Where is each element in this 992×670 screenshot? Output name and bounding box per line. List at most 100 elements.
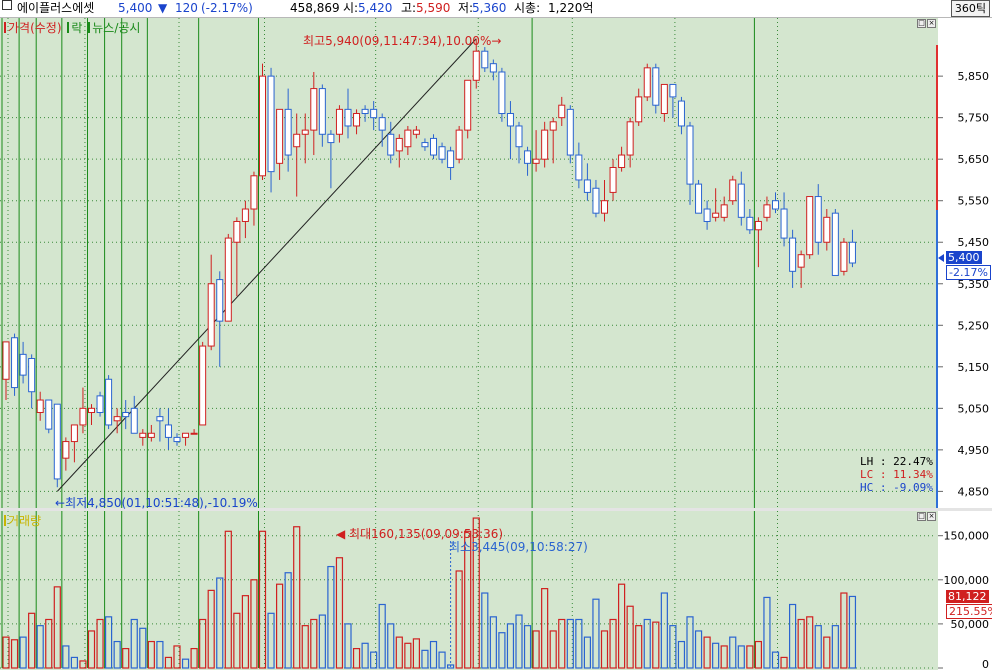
candle-body	[28, 358, 36, 393]
price-legend: 가격(수정) 락 뉴스/공시	[2, 19, 140, 36]
volume-legend: 거래량	[2, 512, 41, 529]
volume-bar	[293, 526, 301, 669]
arrow-right-icon: →	[491, 34, 502, 48]
candle-body	[712, 212, 720, 218]
candle-body	[447, 150, 455, 168]
volume-bar	[848, 595, 857, 669]
candle-body	[207, 283, 215, 347]
volume-bar	[173, 645, 181, 669]
volume-bar	[36, 625, 44, 669]
candle-body	[660, 83, 668, 115]
volume-bar	[746, 645, 754, 669]
candle-body	[669, 83, 677, 98]
panel-separator[interactable]	[0, 508, 992, 511]
volume-bar	[455, 570, 463, 669]
volume-ratio-tag: 215.55%	[946, 604, 992, 619]
price-tick-label: 5,250	[958, 319, 990, 332]
maximize-panel-icon[interactable]: □	[917, 512, 926, 521]
open-price: 5,420	[358, 1, 393, 15]
candle-body	[70, 424, 78, 443]
volume-tick-label: 50,000	[951, 618, 990, 631]
candle-body	[558, 104, 566, 119]
candle-body	[2, 341, 10, 380]
volume-bar	[677, 640, 686, 669]
legend-volume[interactable]: 거래량	[8, 514, 42, 528]
volume-bar	[412, 638, 420, 669]
volume-bar	[481, 592, 489, 669]
max-volume-text: 최대160,135(09,09:53:36)	[349, 527, 504, 541]
period-button[interactable]: 360틱	[950, 0, 990, 17]
volume-bar	[754, 640, 763, 669]
candle-body	[840, 241, 848, 272]
volume-bar	[652, 621, 660, 669]
legend-price[interactable]: 가격(수정)	[8, 21, 62, 35]
candle-body	[53, 403, 61, 480]
volume-bar	[763, 596, 771, 669]
volume-bar	[310, 618, 318, 669]
close-panel-icon[interactable]: ×	[927, 512, 936, 521]
candle-body	[652, 67, 660, 106]
volume-bar	[788, 603, 797, 669]
volume-bar	[181, 658, 190, 669]
volume-bar	[840, 592, 848, 669]
candle-body	[293, 133, 301, 148]
price-tick-label: 5,550	[958, 195, 990, 208]
legend-news[interactable]: 뉴스/공시	[92, 21, 141, 35]
change-arrow-icon: ▼	[158, 1, 168, 15]
current-price-tag: 5,400	[946, 251, 982, 264]
legend-marker	[67, 22, 70, 33]
select-checkbox[interactable]	[2, 0, 12, 10]
volume-bar	[96, 618, 104, 669]
candle-body	[421, 142, 429, 148]
volume-bar	[806, 616, 814, 669]
close-panel-icon[interactable]: ×	[927, 19, 936, 28]
volume-tick-label: 100,000	[944, 574, 990, 587]
volume-bar	[558, 618, 566, 669]
high-label: 고:	[401, 1, 417, 15]
stat-lc: LC : 11.34%	[860, 468, 933, 481]
candle-body	[823, 216, 831, 243]
candle-body	[395, 137, 403, 152]
volume-bar	[515, 614, 523, 669]
candle-body	[335, 108, 343, 135]
candle-body	[224, 237, 232, 322]
candle-body	[173, 436, 181, 443]
candle-body	[848, 241, 856, 264]
stat-lh: LH : 22.47%	[860, 455, 933, 468]
volume-bar	[45, 618, 53, 669]
candle-body	[130, 407, 138, 434]
candle-body	[720, 204, 728, 218]
maximize-panel-icon[interactable]: □	[917, 19, 926, 28]
volume-bar	[703, 636, 711, 669]
volume-bar	[284, 572, 292, 669]
candle-body	[601, 200, 608, 214]
volume-bar	[352, 647, 361, 669]
candle-body	[455, 129, 463, 160]
candle-body	[729, 179, 737, 202]
volume-bar	[267, 612, 275, 669]
volume-bar	[583, 636, 592, 669]
candle-body	[241, 208, 249, 222]
candle-body	[575, 154, 583, 181]
volume-bar	[190, 647, 198, 669]
legend-ex-rights[interactable]: 락	[71, 21, 83, 35]
volume-bar	[224, 530, 232, 669]
volume-bar	[429, 640, 438, 669]
price-tick-label: 5,050	[958, 402, 990, 415]
low-annotation-text: 최저4,850(01,10:51:48),-10.19%	[65, 496, 258, 510]
price-change-pct: (-2.17%)	[201, 1, 253, 15]
low-annotation: ←최저4,850(01,10:51:48),-10.19%	[55, 494, 258, 511]
candle-body	[814, 196, 822, 243]
candle-body	[310, 88, 318, 131]
candle-body	[344, 108, 352, 127]
volume-bar	[79, 660, 87, 669]
stat-label: LC	[860, 468, 874, 481]
candle-body	[250, 175, 258, 210]
stat-label: LH	[860, 455, 874, 468]
volume-bar	[233, 612, 241, 669]
candle-body	[506, 113, 514, 127]
market-cap-label: 시총:	[514, 1, 541, 15]
volume-bar	[797, 618, 805, 669]
price-change: 120	[175, 1, 198, 15]
price-tick-label: 4,950	[958, 444, 990, 457]
